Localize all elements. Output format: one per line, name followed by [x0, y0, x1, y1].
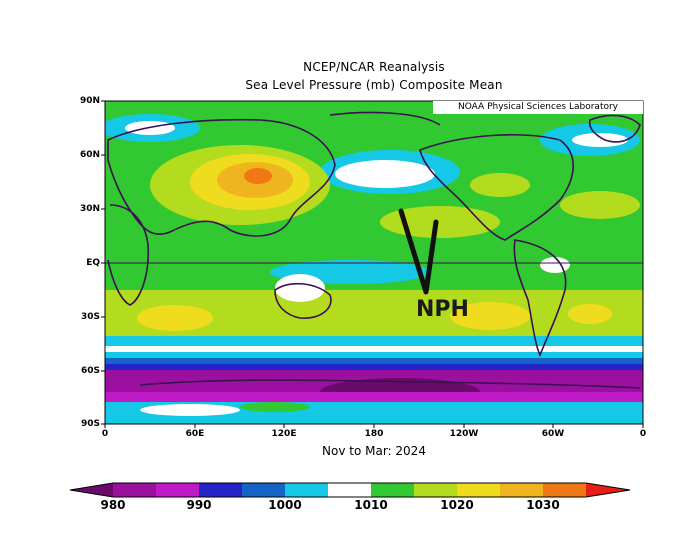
field-antarctica-white: [140, 404, 240, 416]
field-antarctica-green: [240, 402, 310, 412]
field-north-pacific-high: [380, 206, 500, 238]
colorbar-swatch: [414, 483, 457, 497]
colorbar-swatch: [285, 483, 328, 497]
chart-subtitle: Sea Level Pressure (mb) Composite Mean: [245, 78, 503, 92]
lon-label: 60W: [541, 429, 565, 439]
colorbar-swatch: [242, 483, 285, 497]
field-siberian-high-core: [244, 168, 272, 184]
field-south-pacific-high: [450, 302, 530, 330]
lon-label: 180: [364, 429, 384, 439]
colorbar-label: 990: [186, 498, 212, 512]
nph-annotation: NPH: [416, 297, 469, 322]
field-band-990: [105, 392, 643, 402]
lat-label: 90S: [80, 419, 100, 429]
axis-ticks: [101, 100, 644, 428]
field-antarctica: [105, 402, 643, 424]
field-south-atlantic-high: [568, 304, 612, 324]
coastlines: [107, 111, 641, 389]
field-azores-high: [560, 191, 640, 219]
nph-pointer-mark: [398, 208, 439, 295]
chart-title: NCEP/NCAR Reanalysis: [303, 60, 445, 74]
colorbar-swatch: [328, 483, 371, 497]
colorbar-left-arrow: [70, 483, 113, 497]
lon-label: 120W: [449, 429, 479, 439]
colorbar-label: 1030: [526, 498, 560, 512]
field-band-1000: [105, 358, 643, 364]
field-band-995: [105, 364, 643, 370]
colorbar-swatch: [457, 483, 500, 497]
colorbar-label: 1010: [354, 498, 388, 512]
lat-label: 30S: [80, 312, 100, 322]
lat-label: 60S: [80, 366, 100, 376]
colorbar-swatch: [199, 483, 242, 497]
field-band-1005b: [105, 352, 643, 358]
colorbar-label: 1020: [440, 498, 474, 512]
lon-label: 0: [639, 429, 647, 439]
period-label: Nov to Mar: 2024: [322, 444, 426, 458]
colorbar-swatch: [113, 483, 156, 497]
colorbar-label: 1000: [268, 498, 302, 512]
colorbar-swatch: [543, 483, 586, 497]
lon-label: 60E: [185, 429, 205, 439]
field-australia-low: [275, 274, 325, 302]
field-amazon-low: [540, 257, 570, 273]
field-aleutian-low-core: [335, 160, 435, 188]
lat-label: 60N: [79, 150, 100, 160]
colorbar-right-arrow: [586, 483, 630, 497]
colorbar-swatch: [500, 483, 543, 497]
field-indian-ocean-high: [137, 305, 213, 331]
lat-label: 30N: [79, 204, 100, 214]
credit-label: NOAA Physical Sciences Laboratory: [433, 101, 643, 114]
colorbar-swatch: [156, 483, 199, 497]
colorbar-label: 980: [100, 498, 126, 512]
lon-label: 0: [101, 429, 109, 439]
colorbar: [69, 482, 631, 498]
field-band-1005: [105, 336, 643, 346]
field-band-1010: [105, 346, 643, 352]
lat-label: 90N: [79, 96, 100, 106]
field-north-america-high: [470, 173, 530, 197]
field-atlantic-low-core: [572, 133, 628, 147]
lon-label: 120E: [271, 429, 297, 439]
lat-label: EQ: [86, 258, 100, 268]
colorbar-swatch: [371, 483, 414, 497]
